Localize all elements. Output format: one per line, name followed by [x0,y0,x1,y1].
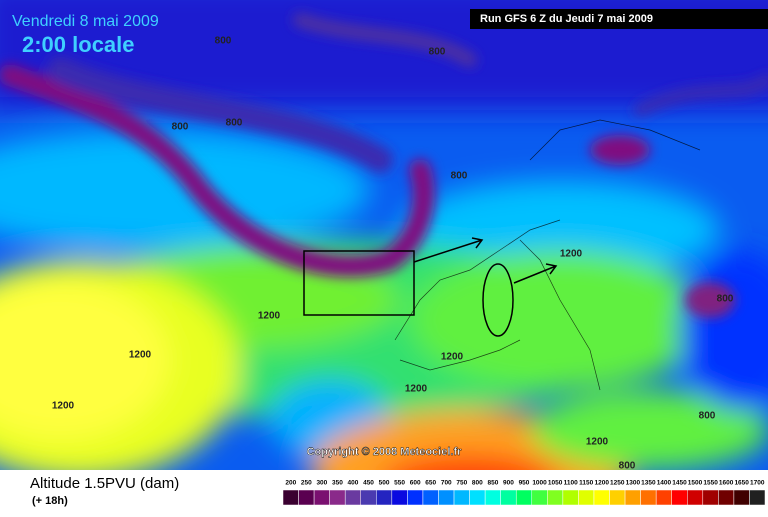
scale-label: 300 [316,480,327,487]
scale-label: 600 [410,480,421,487]
scale-label: 1150 [579,480,593,487]
scale-swatch [407,489,424,506]
scale-label: 950 [519,480,530,487]
lead-time: (+ 18h) [32,495,68,507]
scale-swatch [515,489,533,506]
scale-swatch [453,489,470,506]
scale-swatch [282,489,299,506]
scale-label: 1200 [595,480,610,487]
scale-label: 800 [472,480,483,487]
scale-swatch [438,489,455,506]
scale-swatch [531,489,548,506]
contour-label: 800 [429,47,446,58]
contour-label: 1200 [405,384,428,395]
scale-swatch [360,489,377,506]
scale-label: 650 [425,480,436,487]
scale-swatch [500,489,517,506]
contour-label: 1200 [258,311,281,322]
scale-label: 1000 [532,480,547,487]
footer-title: Altitude 1.5PVU (dam) [30,475,179,492]
scale-swatch [702,489,719,506]
scale-label: 750 [456,480,467,487]
scale-label: 450 [363,480,374,487]
scale-label: 1550 [703,480,718,487]
contour-label: 1200 [560,249,583,260]
scale-label: 1650 [734,480,749,487]
contour-label: 800 [215,36,232,47]
contour-label: 800 [619,461,636,472]
scale-swatch [749,489,766,506]
scale-label: 250 [301,480,312,487]
copyright: Copyright © 2008 Meteociel.fr [307,446,463,458]
scale-label: 1300 [626,480,641,487]
scale-label: 900 [503,480,514,487]
contour-label: 1200 [52,401,75,412]
scale-label: 500 [379,480,390,487]
scale-swatch [391,489,408,506]
scale-swatch [547,489,564,506]
scale-swatch [671,489,688,506]
date: Vendredi 8 mai 2009 [12,13,159,30]
scale-swatch [609,489,626,506]
contour-label: 1200 [586,437,609,448]
scale-swatch [422,489,439,506]
scale-label: 350 [332,480,343,487]
time: 2:00 locale [22,32,135,57]
scale-label: 1500 [688,480,703,487]
scale-label: 400 [348,480,359,487]
scale-label: 1400 [657,480,672,487]
scale-label: 200 [285,480,296,487]
scale-label: 850 [487,480,498,487]
scale-swatch [655,489,672,506]
scale-swatch [313,489,330,506]
contour-label: 800 [717,294,734,305]
scale-label: 1600 [719,480,734,487]
scale-swatch [484,489,501,506]
scale-swatch [376,489,393,506]
scale-swatch [344,489,361,506]
contour-label: 800 [172,122,189,133]
scale-label: 550 [394,480,405,487]
scale-swatch [469,489,486,506]
scale-swatch [578,489,595,506]
scale-swatch [718,489,735,506]
scale-label: 1450 [672,480,687,487]
contour-label: 800 [451,171,468,182]
scale-label: 1700 [750,480,765,487]
contour-label: 800 [699,411,716,422]
scale-swatch [593,489,610,506]
scale-swatch [687,489,704,506]
contour-label: 1200 [129,350,152,361]
scale-label: 1100 [564,480,578,487]
contour-label: 800 [226,118,243,129]
scale-label: 1250 [610,480,625,487]
run-box [470,9,768,29]
run: Run GFS 6 Z du Jeudi 7 mai 2009 [480,13,653,25]
scale-label: 1050 [548,480,563,487]
scale-swatch [733,489,750,506]
scale-swatch [562,489,579,506]
contour-label: 1200 [441,352,464,363]
scale-swatch [298,489,315,506]
scale-label: 700 [441,480,452,487]
scale-label: 1350 [641,480,656,487]
scale-swatch [624,489,641,506]
scale-swatch [640,489,657,506]
scale-swatch [329,489,346,506]
